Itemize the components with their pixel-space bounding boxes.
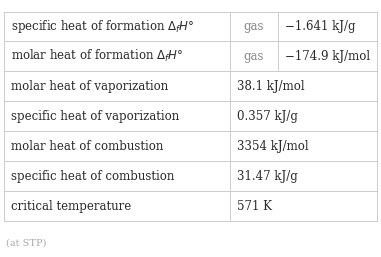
Text: −174.9 kJ/mol: −174.9 kJ/mol <box>285 50 370 63</box>
Text: specific heat of formation $\Delta_f H°$: specific heat of formation $\Delta_f H°$ <box>11 18 194 35</box>
Text: 31.47 kJ/g: 31.47 kJ/g <box>237 170 297 183</box>
Text: specific heat of vaporization: specific heat of vaporization <box>11 110 179 123</box>
Text: molar heat of vaporization: molar heat of vaporization <box>11 80 168 93</box>
Text: 38.1 kJ/mol: 38.1 kJ/mol <box>237 80 304 93</box>
Text: 571 K: 571 K <box>237 199 272 213</box>
Text: gas: gas <box>244 20 264 33</box>
Text: (at STP): (at STP) <box>6 238 46 247</box>
Text: specific heat of combustion: specific heat of combustion <box>11 170 174 183</box>
Text: critical temperature: critical temperature <box>11 199 131 213</box>
Text: molar heat of formation $\Delta_f H°$: molar heat of formation $\Delta_f H°$ <box>11 48 183 65</box>
Text: 0.357 kJ/g: 0.357 kJ/g <box>237 110 298 123</box>
Text: gas: gas <box>244 50 264 63</box>
Text: 3354 kJ/mol: 3354 kJ/mol <box>237 140 308 153</box>
Text: −1.641 kJ/g: −1.641 kJ/g <box>285 20 355 33</box>
Text: molar heat of combustion: molar heat of combustion <box>11 140 163 153</box>
